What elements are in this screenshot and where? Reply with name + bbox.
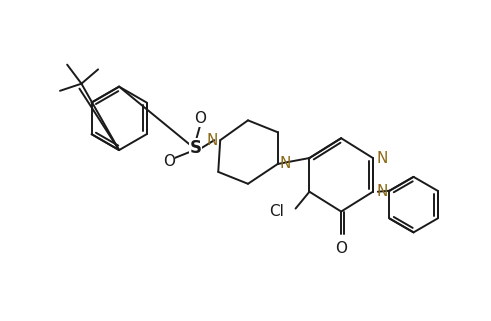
Text: Cl: Cl (269, 204, 284, 219)
Text: S: S (190, 139, 201, 157)
Text: N: N (377, 151, 388, 166)
Text: N: N (377, 184, 388, 199)
Text: N: N (280, 156, 291, 171)
Text: O: O (335, 241, 347, 256)
Text: N: N (207, 133, 218, 148)
Text: O: O (194, 111, 206, 126)
Text: O: O (163, 154, 175, 169)
